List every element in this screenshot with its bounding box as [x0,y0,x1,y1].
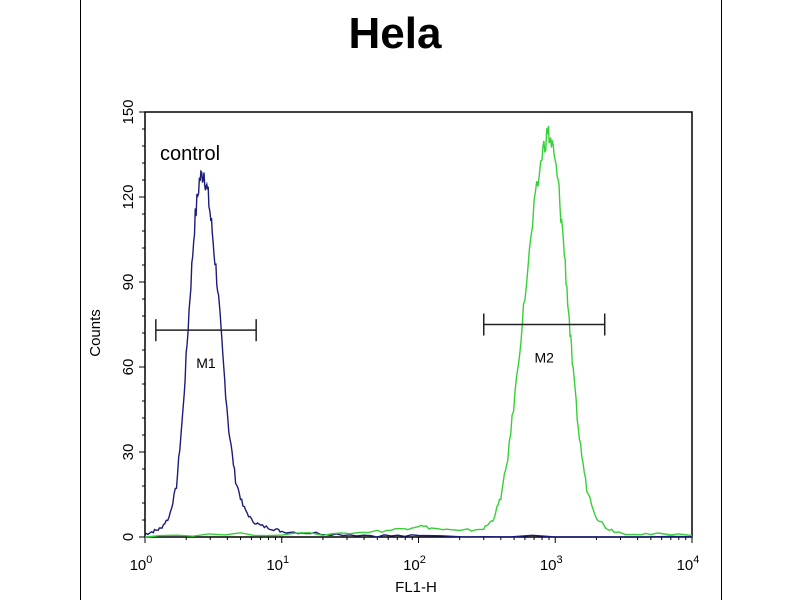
x-tick-label: 102 [403,554,426,574]
x-tick-label: 101 [266,554,289,574]
gates-layer: M1 M2 [155,313,606,371]
y-tick-label: 60 [120,359,137,376]
gate-m1: M1 [155,319,257,371]
sample-histogram-line [144,125,693,538]
plot-area-frame [144,111,693,538]
x-tick-label: 100 [130,554,153,574]
gate-label: M2 [535,350,555,366]
y-tick-label: 120 [120,184,137,209]
x-tick-label: 103 [540,554,563,574]
gate-m2: M2 [482,313,606,366]
frame-left-border [80,0,81,600]
control-histogram-line [144,169,693,538]
y-tick-label: 150 [120,99,137,124]
control-annotation: control [160,143,220,165]
x-tick-label: 104 [677,554,700,574]
y-axis-label: Counts [87,309,104,357]
y-axis-ticks: 0 30 60 90 120 150 [120,99,145,541]
gate-label: M1 [196,355,216,371]
y-tick-label: 0 [120,533,137,541]
series-layer [144,125,693,538]
frame-right-border [721,0,722,600]
x-axis-ticks: 100 101 102 103 104 [130,537,700,574]
x-axis-label: FL1-H [395,579,437,596]
y-tick-label: 90 [120,274,137,291]
chart-title: Hela [349,9,442,58]
y-tick-label: 30 [120,444,137,461]
